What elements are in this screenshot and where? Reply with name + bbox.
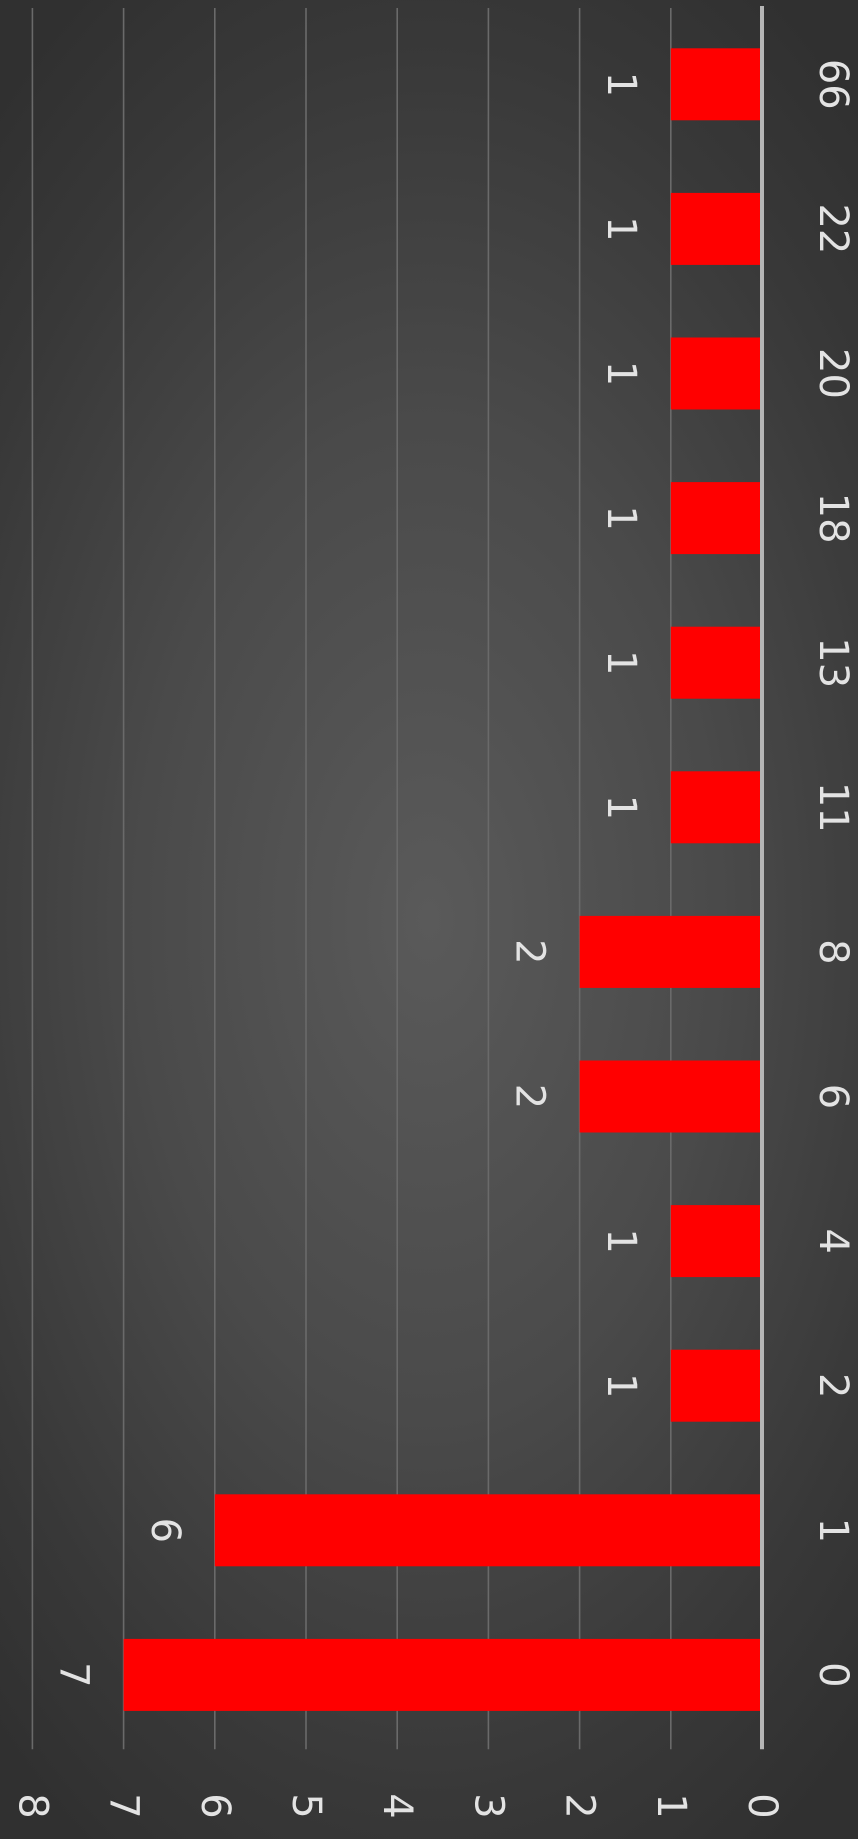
bar-18 bbox=[670, 482, 762, 555]
data-label: 1 bbox=[598, 795, 644, 820]
category-tick-label: 4 bbox=[810, 1228, 856, 1253]
data-label: 7 bbox=[51, 1662, 97, 1687]
data-label: 1 bbox=[598, 216, 644, 241]
bar-0 bbox=[123, 1638, 763, 1711]
bar-13 bbox=[670, 626, 762, 699]
bar-20 bbox=[670, 337, 762, 410]
data-label: 1 bbox=[598, 72, 644, 97]
data-label: 2 bbox=[507, 939, 553, 964]
category-tick-label: 0 bbox=[810, 1662, 856, 1687]
data-label: 6 bbox=[142, 1518, 188, 1543]
bar-22 bbox=[670, 192, 762, 265]
value-tick-label: 1 bbox=[648, 1793, 694, 1818]
data-label: 1 bbox=[598, 505, 644, 530]
category-tick-label: 22 bbox=[810, 203, 856, 254]
data-label: 1 bbox=[598, 361, 644, 386]
bar-6 bbox=[579, 1060, 762, 1133]
category-tick-label: 2 bbox=[810, 1373, 856, 1398]
category-tick-label: 13 bbox=[810, 637, 856, 688]
gridlines bbox=[31, 8, 672, 1750]
value-tick-label: 2 bbox=[557, 1793, 603, 1818]
category-tick-label: 18 bbox=[810, 493, 856, 544]
value-tick-label: 4 bbox=[374, 1793, 420, 1818]
category-tick-label: 8 bbox=[810, 939, 856, 964]
data-label: 1 bbox=[598, 1228, 644, 1253]
category-tick-label: 20 bbox=[810, 348, 856, 399]
bar-11 bbox=[670, 771, 762, 844]
bars bbox=[123, 48, 763, 1711]
bar-4 bbox=[670, 1205, 762, 1278]
bar-8 bbox=[579, 915, 762, 988]
category-tick-label: 6 bbox=[810, 1084, 856, 1109]
value-tick-label: 0 bbox=[739, 1793, 785, 1818]
value-tick-label: 8 bbox=[9, 1793, 55, 1818]
bar-2 bbox=[670, 1349, 762, 1422]
category-tick-label: 66 bbox=[810, 59, 856, 110]
data-label: 1 bbox=[598, 650, 644, 675]
value-tick-label: 5 bbox=[283, 1793, 329, 1818]
data-label: 1 bbox=[598, 1373, 644, 1398]
value-tick-label: 3 bbox=[465, 1793, 511, 1818]
category-tick-label: 1 bbox=[810, 1518, 856, 1543]
value-tick-label: 7 bbox=[101, 1793, 147, 1818]
category-tick-label: 11 bbox=[810, 782, 856, 833]
bar-1 bbox=[214, 1494, 763, 1567]
data-label: 2 bbox=[507, 1084, 553, 1109]
value-tick-label: 6 bbox=[192, 1793, 238, 1818]
bar-66 bbox=[670, 48, 762, 121]
